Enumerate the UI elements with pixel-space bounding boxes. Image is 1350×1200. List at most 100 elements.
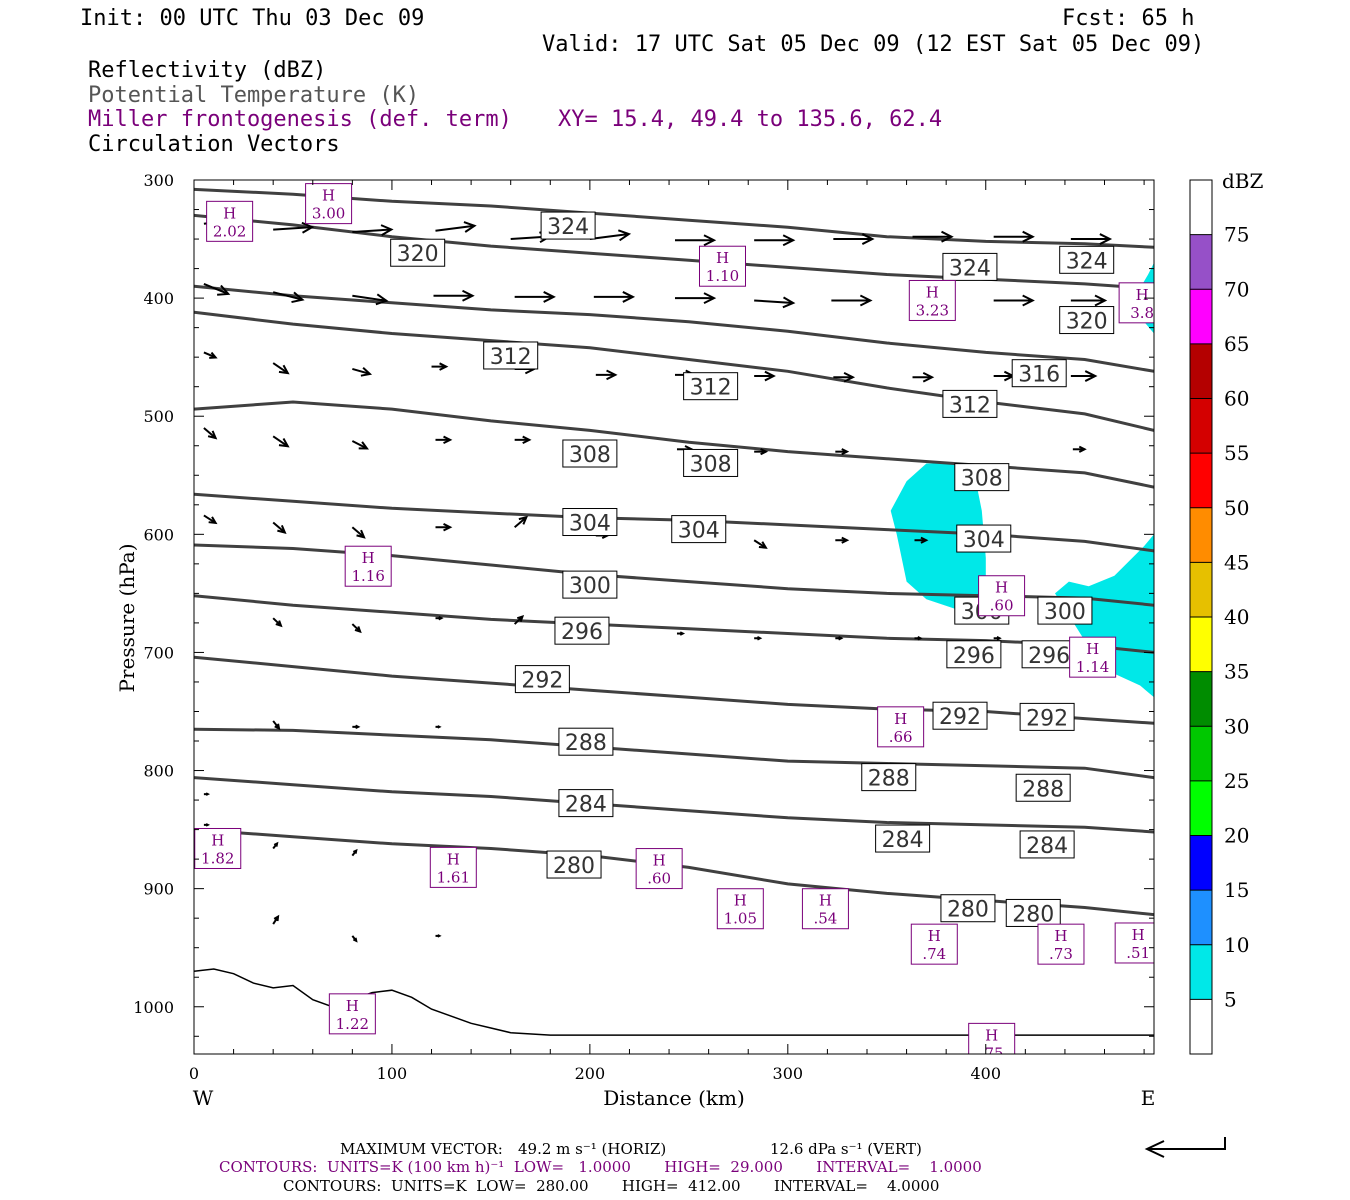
frontogenesis-high: H1.14 xyxy=(1069,636,1117,678)
circulation-vector xyxy=(272,362,290,375)
circulation-vector xyxy=(993,230,1035,243)
circulation-vector xyxy=(513,615,525,625)
theta-contour-296 xyxy=(194,594,1154,654)
cross-section-xy: XY= 15.4, 49.4 to 135.6, 62.4 xyxy=(558,107,942,132)
svg-text:296: 296 xyxy=(953,644,995,669)
svg-text:H: H xyxy=(1086,640,1099,658)
frontogenesis-high: H1.82 xyxy=(194,827,242,869)
frontogenesis-high: H3.8 xyxy=(1118,282,1154,324)
field-theta: Potential Temperature (K) xyxy=(88,83,419,108)
x-tick-label: 200 xyxy=(575,1064,606,1083)
svg-text:312: 312 xyxy=(490,345,532,370)
svg-text:H: H xyxy=(1054,927,1067,945)
frontogenesis-high: H.51 xyxy=(1114,922,1154,964)
circulation-vector xyxy=(352,724,361,730)
svg-text:H: H xyxy=(928,927,941,945)
circulation-vector xyxy=(351,848,358,857)
svg-text:1.82: 1.82 xyxy=(201,849,234,867)
colorbar-level-label: 25 xyxy=(1224,769,1249,793)
colorbar-level-label: 50 xyxy=(1224,496,1249,520)
contours-theta-info: CONTOURS: UNITS=K LOW= 280.00 HIGH= 412.… xyxy=(283,1177,939,1195)
circulation-vector xyxy=(835,536,850,544)
svg-text:1.61: 1.61 xyxy=(437,868,470,886)
y-tick-label: 700 xyxy=(143,643,174,662)
circulation-vector xyxy=(1072,445,1087,453)
circulation-vector xyxy=(435,435,453,445)
circulation-vector xyxy=(352,367,373,377)
circulation-vector xyxy=(351,623,362,634)
svg-text:2.02: 2.02 xyxy=(213,222,246,240)
circulation-vector xyxy=(912,371,935,383)
theta-contour-324 xyxy=(194,187,1154,249)
theta-label: 292 xyxy=(514,665,570,694)
colorbar-level-label: 10 xyxy=(1224,933,1249,957)
theta-label: 292 xyxy=(1019,702,1075,731)
theta-label: 292 xyxy=(932,701,988,730)
svg-text:324: 324 xyxy=(1066,249,1108,274)
frontogenesis-high: H.74 xyxy=(910,923,958,965)
colorbar-title: dBZ xyxy=(1222,169,1264,193)
svg-text:3.8: 3.8 xyxy=(1130,304,1154,322)
x-axis-label: Distance (km) xyxy=(603,1086,745,1110)
theta-label: 296 xyxy=(946,640,1002,669)
frontogenesis-high: H3.23 xyxy=(908,279,956,321)
svg-text:288: 288 xyxy=(868,767,910,792)
svg-text:.60: .60 xyxy=(647,870,671,888)
svg-text:.73: .73 xyxy=(1049,945,1073,963)
circulation-vector xyxy=(833,233,875,245)
frontogenesis-high: H.73 xyxy=(1037,923,1085,965)
colorbar-level-label: 55 xyxy=(1224,441,1249,465)
frontogenesis-high: H.54 xyxy=(801,888,849,930)
theta-label: 296 xyxy=(554,616,610,645)
theta-contour-292 xyxy=(194,655,1154,725)
svg-text:296: 296 xyxy=(561,620,603,645)
colorbar-level-label: 35 xyxy=(1224,660,1249,684)
circulation-vector xyxy=(595,369,618,381)
reference-vector-arrow xyxy=(1144,1137,1226,1158)
frontogenesis-high: H2.02 xyxy=(206,200,254,242)
circulation-vector xyxy=(1070,370,1098,382)
theta-contour-320 xyxy=(194,213,1154,291)
theta-label: 312 xyxy=(483,341,539,370)
colorbar-segment xyxy=(1190,562,1212,617)
svg-text:H: H xyxy=(653,852,666,870)
circulation-vector xyxy=(351,935,358,943)
colorbar-segment xyxy=(1190,453,1212,508)
circulation-vector xyxy=(435,615,444,621)
colorbar-segment xyxy=(1190,507,1212,563)
circulation-vector xyxy=(993,636,1002,641)
frontogenesis-high: H1.05 xyxy=(716,888,764,930)
svg-text:320: 320 xyxy=(397,242,439,267)
max-vector-horiz: 49.2 m s⁻¹ (HORIZ) xyxy=(518,1140,666,1158)
svg-text:H: H xyxy=(734,892,747,910)
theta-label: 280 xyxy=(1005,898,1061,927)
theta-label: 300 xyxy=(562,570,618,599)
svg-text:288: 288 xyxy=(1022,777,1064,802)
theta-label: 296 xyxy=(1021,640,1077,669)
circulation-vector xyxy=(912,230,954,243)
theta-label: 304 xyxy=(562,508,618,537)
svg-text:316: 316 xyxy=(1018,363,1060,388)
frontogenesis-high: H.60 xyxy=(635,848,683,890)
circulation-vector xyxy=(435,221,477,233)
svg-text:320: 320 xyxy=(1066,310,1108,335)
svg-text:304: 304 xyxy=(678,519,720,544)
colorbar-level-label: 45 xyxy=(1224,550,1249,574)
colorbar-level-label: 30 xyxy=(1224,714,1249,738)
svg-text:304: 304 xyxy=(569,512,611,537)
colorbar-level-label: 65 xyxy=(1224,332,1249,356)
circulation-vector xyxy=(435,934,442,938)
circulation-vector xyxy=(674,234,717,247)
theta-label: 324 xyxy=(540,211,596,240)
svg-text:324: 324 xyxy=(547,215,589,240)
circulation-vector xyxy=(993,370,1016,382)
svg-text:280: 280 xyxy=(947,898,989,923)
circulation-vector xyxy=(203,823,211,827)
colorbar-level-label: 70 xyxy=(1224,277,1249,301)
plot-frame xyxy=(193,179,1155,1055)
valid-time: Valid: 17 UTC Sat 05 Dec 09 (12 EST Sat … xyxy=(542,32,1204,57)
x-tick-label: 400 xyxy=(970,1064,1001,1083)
theta-label: 300 xyxy=(1037,596,1093,625)
plot-area: 324 320 324 324 320 312 316 312 312 308 308 308 304 3… xyxy=(133,171,1155,1083)
theta-label: 312 xyxy=(942,389,998,418)
